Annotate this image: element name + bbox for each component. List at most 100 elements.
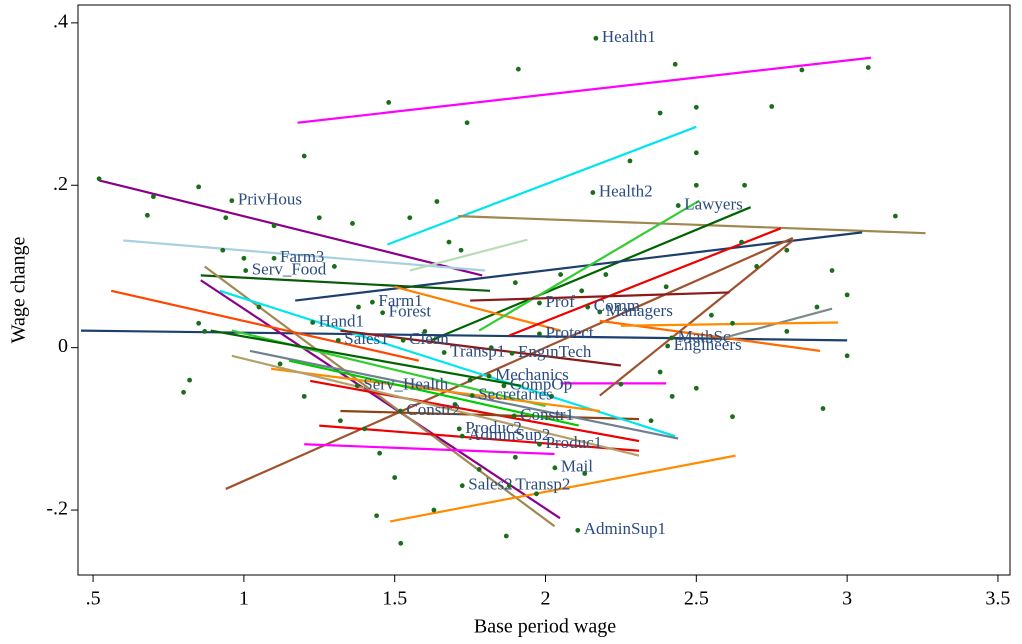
point-label: Serv_Food bbox=[252, 259, 327, 278]
labeled-point bbox=[398, 408, 403, 414]
fit-line bbox=[599, 239, 794, 397]
data-point bbox=[431, 507, 437, 513]
fit-line bbox=[340, 409, 640, 421]
fit-line bbox=[319, 424, 640, 452]
data-point bbox=[331, 264, 337, 269]
data-point bbox=[392, 475, 398, 480]
data-point bbox=[693, 182, 699, 188]
fit-line bbox=[225, 237, 794, 490]
fit-line bbox=[270, 367, 600, 413]
x-tick-label: .5 bbox=[86, 588, 101, 610]
data-point bbox=[151, 194, 156, 200]
point-label: Constr2 bbox=[406, 400, 460, 419]
data-point bbox=[730, 414, 735, 420]
labeled-point bbox=[537, 331, 542, 337]
data-point bbox=[338, 418, 343, 424]
fit-line bbox=[204, 265, 556, 528]
data-point bbox=[739, 239, 744, 245]
labeled-point bbox=[456, 426, 462, 432]
point-label: Engineers bbox=[674, 335, 742, 354]
data-point bbox=[784, 247, 790, 253]
data-point bbox=[549, 393, 554, 399]
labeled-point bbox=[380, 310, 386, 316]
data-point bbox=[672, 61, 678, 67]
labeled-point bbox=[310, 320, 316, 325]
data-point bbox=[769, 104, 775, 109]
data-point bbox=[301, 393, 307, 399]
fit-line bbox=[297, 56, 872, 124]
data-point bbox=[271, 223, 277, 229]
fit-line bbox=[478, 199, 700, 332]
data-point bbox=[669, 393, 675, 399]
fit-line bbox=[508, 227, 782, 337]
data-point bbox=[693, 150, 699, 156]
point-label: Farm3 bbox=[280, 247, 324, 266]
point-label: AdminSup2 bbox=[468, 425, 550, 444]
labeled-point bbox=[511, 413, 517, 419]
data-point bbox=[515, 66, 521, 72]
data-point bbox=[844, 292, 850, 298]
data-point bbox=[434, 199, 440, 204]
data-point bbox=[799, 67, 805, 73]
data-point bbox=[693, 104, 699, 110]
data-point bbox=[648, 418, 654, 424]
point-label: Transp2 bbox=[515, 475, 570, 494]
data-point bbox=[196, 184, 202, 190]
y-tick-label: 0 bbox=[58, 335, 68, 357]
data-point bbox=[256, 304, 262, 310]
labeled-point bbox=[537, 441, 542, 447]
labeled-point bbox=[459, 483, 465, 489]
data-point bbox=[241, 255, 247, 261]
data-point bbox=[181, 389, 186, 395]
labeled-point bbox=[537, 300, 542, 306]
labeled-point bbox=[354, 383, 360, 389]
data-point bbox=[627, 158, 633, 164]
data-point bbox=[452, 402, 458, 407]
fit-line bbox=[310, 379, 640, 443]
fit-line bbox=[387, 125, 697, 246]
data-point bbox=[422, 329, 428, 334]
data-point bbox=[784, 329, 790, 334]
fit-line bbox=[231, 354, 640, 457]
fit-line bbox=[210, 329, 522, 387]
point-label: EnginTech bbox=[518, 342, 592, 361]
data-point bbox=[582, 471, 588, 476]
labeled-point bbox=[552, 465, 558, 471]
point-label: Comm bbox=[594, 296, 640, 315]
data-point bbox=[892, 213, 898, 219]
data-point bbox=[742, 182, 747, 188]
data-point bbox=[362, 426, 367, 432]
point-label: Clean bbox=[409, 329, 449, 348]
labeled-point bbox=[506, 483, 512, 489]
fit-line bbox=[249, 349, 679, 440]
data-point bbox=[730, 320, 735, 326]
data-point bbox=[446, 239, 452, 245]
data-point bbox=[220, 247, 226, 253]
fit-line bbox=[457, 215, 926, 235]
point-label: Constr1 bbox=[520, 405, 574, 424]
data-point bbox=[657, 369, 663, 375]
x-tick-label: 1.5 bbox=[382, 588, 407, 610]
point-label: AdminSup1 bbox=[584, 519, 666, 538]
data-point bbox=[202, 329, 208, 334]
x-tick-label: 2.5 bbox=[684, 588, 709, 610]
data-point bbox=[603, 272, 609, 277]
labeled-point bbox=[229, 198, 235, 204]
x-tick-label: 2 bbox=[541, 588, 551, 610]
data-point bbox=[663, 284, 669, 290]
data-point bbox=[512, 454, 518, 460]
fit-line bbox=[288, 359, 579, 427]
data-point bbox=[618, 381, 624, 387]
data-point bbox=[754, 264, 760, 269]
y-tick-label: .2 bbox=[53, 173, 68, 195]
data-point bbox=[579, 288, 585, 294]
fit-line bbox=[430, 206, 752, 342]
point-label: Health2 bbox=[599, 181, 653, 200]
labeled-point bbox=[243, 268, 249, 273]
labeled-point bbox=[486, 373, 492, 379]
point-label: Produc2 bbox=[465, 418, 522, 437]
point-label: Mechanics bbox=[495, 365, 569, 384]
data-point bbox=[865, 65, 871, 70]
fit-line bbox=[470, 291, 730, 302]
